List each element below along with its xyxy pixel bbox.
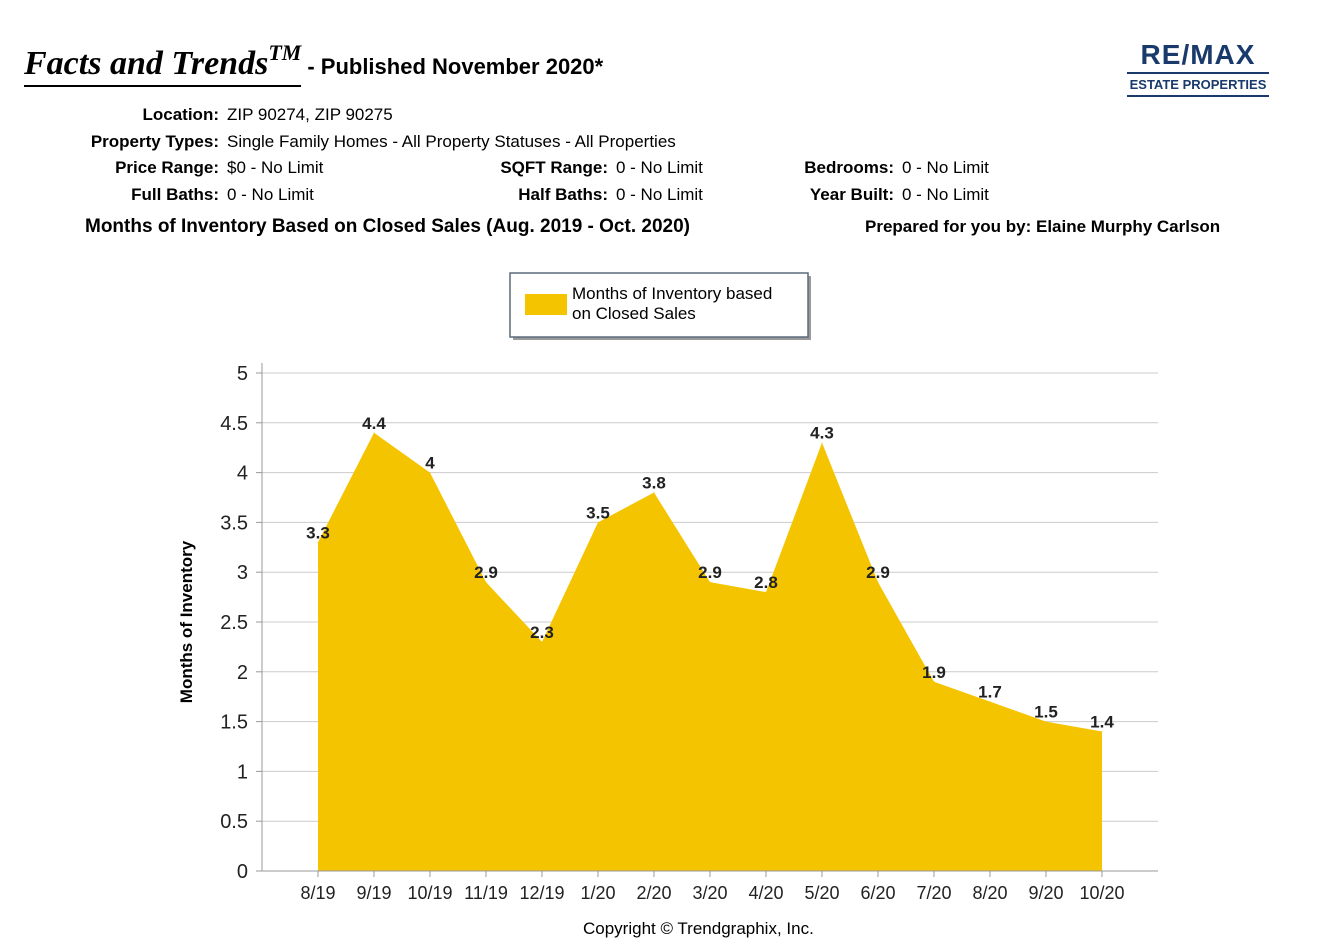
data-label: 2.9 (698, 563, 722, 582)
copyright: Copyright © Trendgraphix, Inc. (583, 919, 814, 938)
price-range-row: Price Range: $0 - No Limit (0, 158, 323, 178)
data-point (989, 701, 991, 703)
area-series (317, 432, 1103, 871)
location-value: ZIP 90274, ZIP 90275 (227, 105, 393, 124)
data-label: 2.8 (754, 573, 778, 592)
data-point (597, 521, 599, 523)
x-tick-label: 5/20 (804, 883, 839, 903)
x-tick-label: 10/19 (407, 883, 452, 903)
data-point (373, 432, 375, 434)
property-types-value: Single Family Homes - All Property Statu… (227, 132, 676, 151)
x-tick-label: 9/19 (356, 883, 391, 903)
x-tick-label: 6/20 (860, 883, 895, 903)
y-tick-label: 2.5 (220, 612, 248, 634)
prepared-by: Prepared for you by: Elaine Murphy Carls… (865, 217, 1221, 236)
data-label: 3.5 (586, 503, 610, 522)
data-labels: 3.3 4.4 4 2.9 2.3 3.5 3.8 2.9 2.8 4.3 2.9 1.9 1.7 1.5… (306, 414, 1114, 732)
x-tick-label: 11/19 (464, 883, 508, 903)
y-tick-label: 0.5 (220, 811, 248, 833)
y-tick-label: 0 (237, 861, 248, 883)
data-point (709, 581, 711, 583)
full-baths-value: 0 - No Limit (227, 185, 314, 204)
x-tick-label: 3/20 (692, 883, 727, 903)
sqft-range-row: SQFT Range: 0 - No Limit (400, 158, 703, 178)
y-tick-label: 1.5 (220, 712, 248, 734)
year-built-label: Year Built: (809, 185, 894, 204)
year-built-row: Year Built: 0 - No Limit (700, 185, 989, 205)
full-baths-label: Full Baths: (131, 185, 219, 204)
y-tick-label: 3 (237, 562, 248, 584)
data-label: 4 (425, 454, 435, 473)
data-point (541, 641, 543, 643)
x-tick-label: 10/20 (1079, 883, 1124, 903)
y-tick-label: 5 (237, 363, 248, 385)
y-tick-label: 2 (237, 662, 248, 684)
x-tick-label: 1/20 (580, 883, 615, 903)
property-types-row: Property Types: Single Family Homes - All… (0, 132, 676, 152)
bedrooms-value: 0 - No Limit (902, 158, 989, 177)
half-baths-row: Half Baths: 0 - No Limit (400, 185, 703, 205)
data-point (653, 492, 655, 494)
x-tick-label: 8/20 (972, 883, 1007, 903)
location-label: Location: (142, 105, 220, 124)
x-tick-label: 4/20 (748, 883, 783, 903)
property-types-label: Property Types: (90, 132, 219, 151)
data-label: 1.7 (978, 683, 1002, 702)
y-tick-label: 1 (237, 761, 248, 783)
data-point (485, 581, 487, 583)
data-point (429, 472, 431, 474)
data-point (765, 591, 767, 593)
x-tick-label: 8/19 (300, 883, 335, 903)
data-point (933, 681, 935, 683)
remax-logo: RE/MAX ESTATE PROPERTIES (1127, 40, 1269, 97)
x-tick-label: 2/20 (636, 883, 671, 903)
area-fill (318, 432, 1102, 871)
location-row: Location: ZIP 90274, ZIP 90275 (0, 105, 393, 125)
data-point (877, 581, 879, 583)
data-label: 2.3 (530, 623, 554, 642)
x-tick-label: 7/20 (916, 883, 951, 903)
y-tick-label: 4 (237, 463, 248, 485)
data-label: 2.9 (474, 563, 498, 582)
y-tick-label: 4.5 (220, 413, 248, 435)
logo-main-text: RE/MAX (1127, 40, 1269, 74)
y-tick-label: 3.5 (220, 512, 248, 534)
data-point (1045, 721, 1047, 723)
bedrooms-row: Bedrooms: 0 - No Limit (700, 158, 989, 178)
price-range-label: Price Range: (115, 158, 219, 177)
half-baths-value: 0 - No Limit (616, 185, 703, 204)
chart-subtitle: Months of Inventory Based on Closed Sale… (85, 216, 690, 237)
data-point (821, 442, 823, 444)
price-range-value: $0 - No Limit (227, 158, 324, 177)
logo-sub-text: ESTATE PROPERTIES (1127, 77, 1269, 97)
sqft-range-value: 0 - No Limit (616, 158, 703, 177)
data-point (1101, 731, 1103, 733)
year-built-value: 0 - No Limit (902, 185, 989, 204)
half-baths-label: Half Baths: (518, 185, 608, 204)
bedrooms-label: Bedrooms: (804, 158, 894, 177)
sqft-range-label: SQFT Range: (500, 158, 608, 177)
data-label: 4.4 (362, 414, 386, 433)
x-tick-label: 12/19 (519, 883, 564, 903)
report-title: Facts and TrendsTM- Published November 2… (24, 40, 603, 87)
legend-label-line1: Months of Inventory based (572, 284, 772, 303)
inventory-chart: 0 0.5 1 1.5 2 2.5 3 3.5 4 4.5 5 8/19 9/19 10/19 11/19 1… (177, 272, 1158, 903)
published-date: - Published November 2020* (307, 54, 604, 79)
data-label: 1.9 (922, 663, 946, 682)
data-label: 1.4 (1090, 713, 1114, 732)
data-point (317, 541, 319, 543)
full-baths-row: Full Baths: 0 - No Limit (0, 185, 314, 205)
legend-swatch (525, 294, 567, 315)
legend-label-line2: on Closed Sales (572, 304, 696, 323)
legend: Months of Inventory based on Closed Sale… (509, 272, 811, 340)
axes: 0 0.5 1 1.5 2 2.5 3 3.5 4 4.5 5 8/19 9/19 10/19 11/19 1… (220, 363, 1158, 903)
data-label: 3.8 (642, 474, 666, 493)
brand-title: Facts and TrendsTM (24, 40, 302, 87)
data-label: 3.3 (306, 523, 330, 542)
data-label: 1.5 (1034, 703, 1058, 722)
data-label: 2.9 (866, 563, 890, 582)
x-tick-label: 9/20 (1028, 883, 1063, 903)
y-axis-label: Months of Inventory (177, 540, 196, 703)
data-label: 4.3 (810, 424, 834, 443)
